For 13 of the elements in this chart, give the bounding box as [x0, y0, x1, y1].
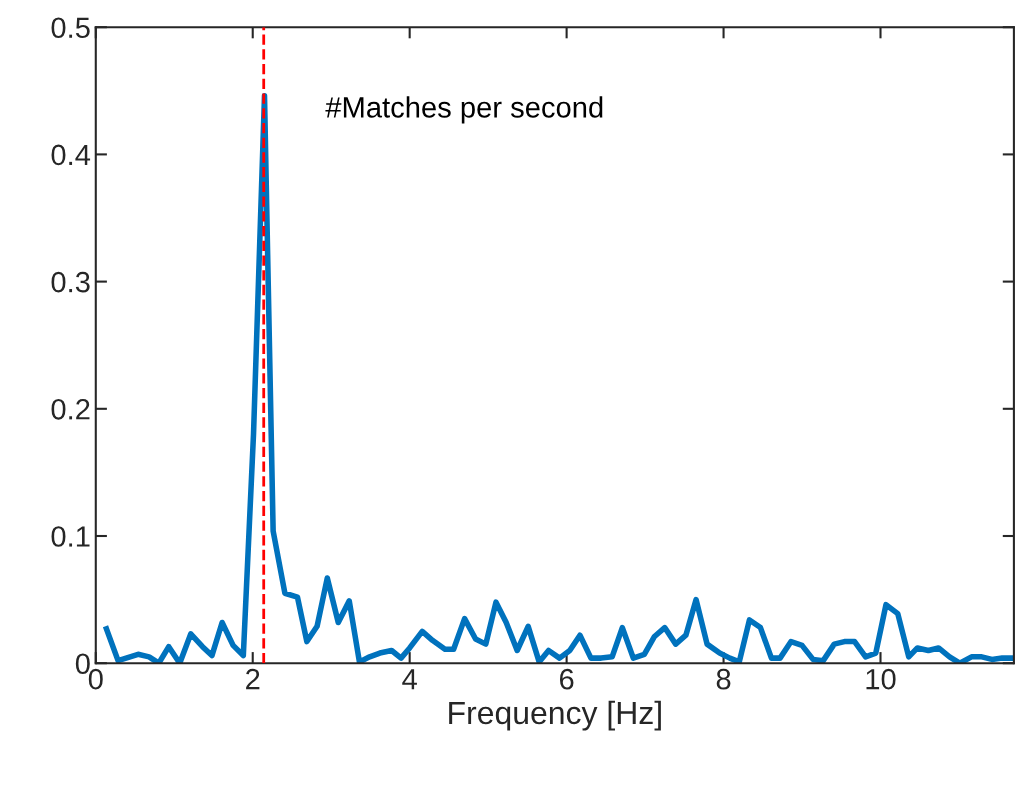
y-tick-label: 0	[75, 653, 90, 675]
y-tick-label: 0.4	[51, 144, 91, 166]
y-tick-label: 0.3	[51, 271, 90, 293]
x-tick-label: 10	[866, 668, 896, 690]
x-tick-label: 2	[246, 668, 260, 690]
x-tick-label: 8	[716, 668, 731, 690]
y-tick-label: 0.2	[51, 399, 90, 420]
x-tick-label: 4	[402, 669, 417, 690]
annotation: #Matches per second	[325, 96, 603, 124]
y-tick-label: 0.1	[51, 526, 90, 547]
y-tick-label: 0.5	[51, 17, 90, 39]
x-tick-label: 6	[559, 668, 574, 690]
x-axis-title: Frequency [Hz]	[449, 700, 661, 731]
